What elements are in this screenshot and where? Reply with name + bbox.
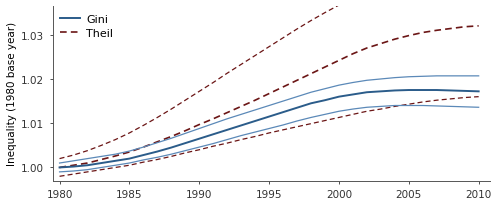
Y-axis label: Inequality (1980 base year): Inequality (1980 base year): [7, 22, 17, 166]
Legend: Gini, Theil: Gini, Theil: [58, 12, 115, 41]
